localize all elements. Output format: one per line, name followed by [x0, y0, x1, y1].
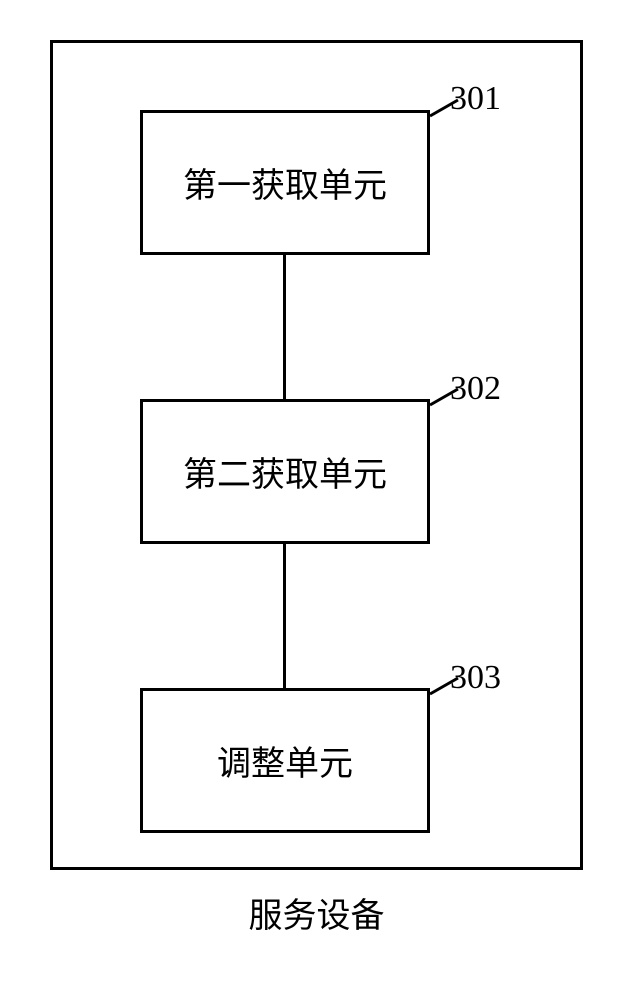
block-first-acquisition-unit: 第一获取单元: [140, 110, 430, 255]
diagram-caption: 服务设备: [50, 888, 583, 937]
block-2-label: 第二获取单元: [183, 447, 387, 496]
block-second-acquisition-unit: 第二获取单元: [140, 399, 430, 544]
connector-2-3: [283, 544, 286, 688]
ref-label-303: 303: [450, 659, 501, 697]
connector-1-2: [283, 255, 286, 399]
block-1-label: 第一获取单元: [183, 158, 387, 207]
ref-label-301: 301: [450, 80, 501, 118]
block-adjustment-unit: 调整单元: [140, 688, 430, 833]
ref-label-302: 302: [450, 370, 501, 408]
block-3-label: 调整单元: [217, 736, 353, 785]
